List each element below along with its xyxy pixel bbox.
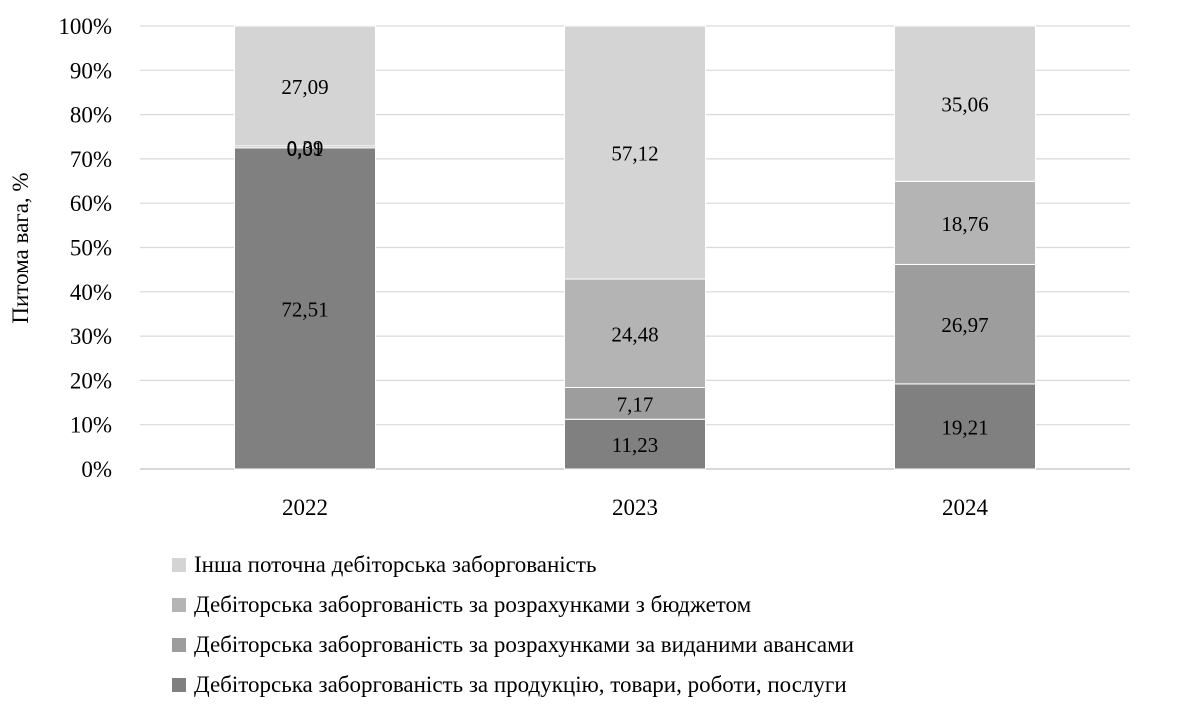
x-tick-label: 2022	[282, 495, 328, 520]
y-tick-label: 40%	[70, 280, 112, 305]
data-labels: 72,51 0,010,39 27,09 11,23 7,17 24,48 57,12 19,…	[281, 75, 988, 457]
data-label: 27,09	[281, 75, 328, 99]
data-label: 0,01	[287, 137, 324, 161]
y-tick-label: 60%	[70, 191, 112, 216]
legend-item: Дебіторська заборгованість за розрахунка…	[172, 585, 854, 625]
x-tick-labels: 2022 2023 2024	[282, 495, 989, 520]
y-tick-label: 0%	[81, 457, 112, 482]
bar-segment	[234, 25, 376, 147]
bar-segment	[564, 25, 706, 280]
legend-swatch	[172, 558, 186, 572]
data-label: 24,48	[611, 322, 658, 346]
bar-segment	[894, 180, 1036, 265]
bar-segment	[894, 383, 1036, 470]
x-tick-label: 2023	[612, 495, 658, 520]
legend-swatch	[172, 598, 186, 612]
y-tick-label: 20%	[70, 368, 112, 393]
legend-swatch	[172, 638, 186, 652]
data-label: 0,39	[287, 136, 324, 160]
legend-label: Дебіторська заборгованість за розрахунка…	[194, 632, 854, 657]
legend-label: Інша поточна дебіторська заборгованість	[194, 552, 597, 577]
legend-item: Інша поточна дебіторська заборгованість	[172, 545, 854, 585]
x-tick-label: 2024	[942, 495, 989, 520]
y-tick-label: 100%	[58, 14, 112, 39]
bar-segment	[564, 418, 706, 470]
data-label: 57,12	[611, 142, 658, 166]
y-tick-label: 90%	[70, 58, 112, 83]
bar-segment	[234, 147, 376, 470]
data-label: 26,97	[941, 313, 988, 337]
data-label: 35,06	[941, 93, 988, 117]
data-label: 11,23	[612, 433, 658, 457]
y-tick-label: 30%	[70, 324, 112, 349]
y-tick-labels: 0% 10% 20% 30% 40% 50% 60% 70% 80% 90% 100%	[58, 14, 112, 482]
legend-item: Дебіторська заборгованість за продукцію,…	[172, 665, 854, 705]
y-tick-label: 10%	[70, 413, 112, 438]
bar-segment	[894, 25, 1036, 182]
legend: Інша поточна дебіторська заборгованість Д…	[172, 545, 854, 705]
data-label: 72,51	[281, 297, 328, 321]
data-label: 19,21	[941, 415, 988, 439]
y-tick-label: 50%	[70, 236, 112, 261]
bar-segment	[894, 263, 1036, 385]
data-label: 18,76	[941, 212, 988, 236]
data-label: 7,17	[617, 392, 654, 416]
legend-label: Дебіторська заборгованість за розрахунка…	[194, 592, 752, 617]
y-tick-label: 70%	[70, 147, 112, 172]
stacked-bar-chart: 0% 10% 20% 30% 40% 50% 60% 70% 80% 90% 100% 72,51 0…	[8, 14, 1130, 520]
bar-segment	[564, 278, 706, 388]
bars	[234, 25, 1036, 470]
legend-label: Дебіторська заборгованість за продукцію,…	[194, 672, 847, 697]
legend-swatch	[172, 678, 186, 692]
bar-segment	[564, 386, 706, 420]
y-tick-label: 80%	[70, 103, 112, 128]
legend-item: Дебіторська заборгованість за розрахунка…	[172, 625, 854, 665]
y-axis-label: Питома вага, %	[8, 172, 33, 323]
